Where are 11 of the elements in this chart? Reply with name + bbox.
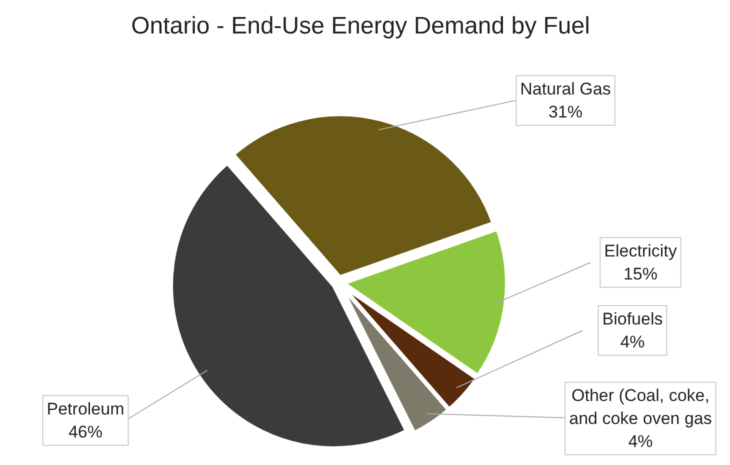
data-label: 4% (620, 332, 645, 352)
data-label: 31% (548, 102, 583, 122)
data-label: 15% (623, 264, 658, 284)
slice-label: Other (Coal, coke, and coke oven gas (569, 386, 712, 428)
slice-label: Petroleum (46, 400, 124, 419)
chart-title: Ontario - End-Use Energy Demand by Fuel (131, 12, 590, 40)
data-label: 46% (68, 422, 103, 442)
slice-label: Natural Gas (520, 80, 611, 99)
slice-label: Biofuels (602, 310, 663, 329)
data-label: 4% (628, 432, 653, 451)
slice-label: Electricity (604, 242, 678, 261)
